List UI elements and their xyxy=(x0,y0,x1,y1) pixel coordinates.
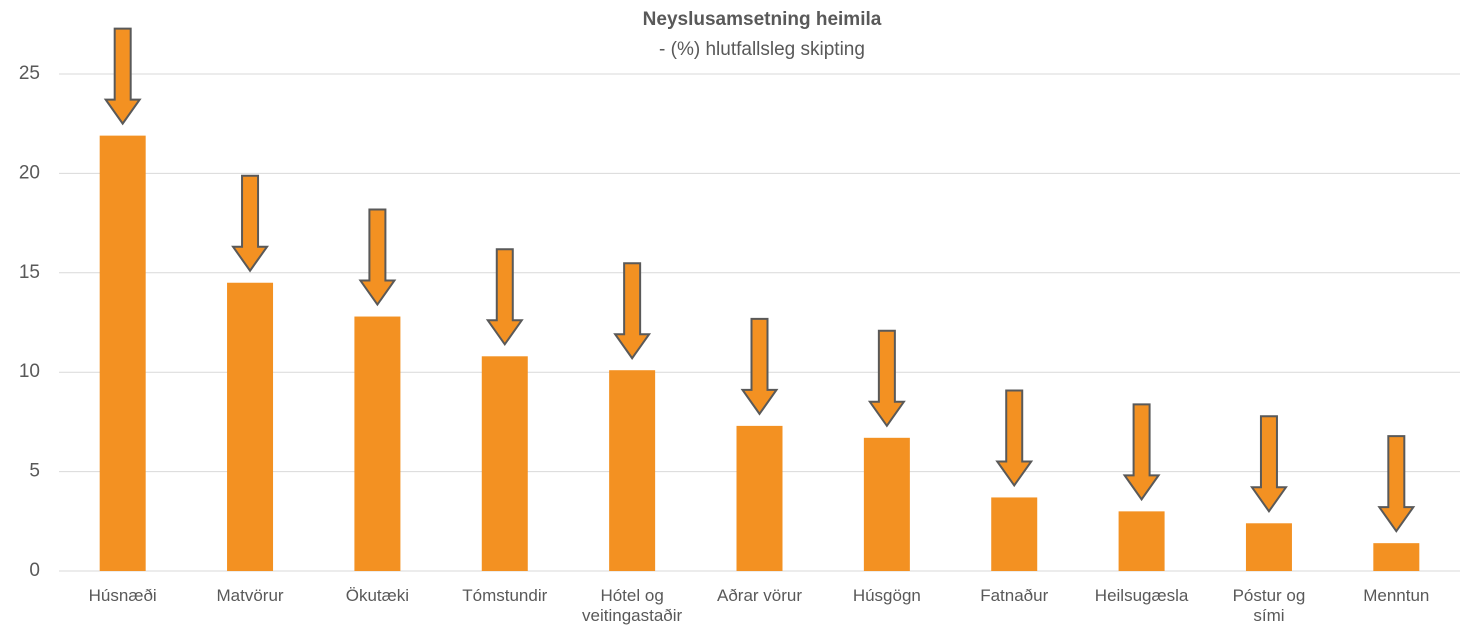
bar xyxy=(863,437,910,571)
x-tick-label: Aðrar vörur xyxy=(716,586,803,605)
arrow xyxy=(1250,415,1288,514)
arrow xyxy=(485,248,524,347)
y-tick-label: 10 xyxy=(19,361,40,382)
bar xyxy=(99,135,146,572)
x-tick-label: Heilsugæsla xyxy=(1094,586,1189,605)
x-tick-label: Fatnaður xyxy=(980,586,1049,605)
bar xyxy=(481,356,528,571)
x-tick-label: Ökutæki xyxy=(345,586,410,605)
x-tick-label: Hótel og veitingastaðir xyxy=(582,586,683,625)
bar xyxy=(227,282,274,571)
x-tick-label: Menntun xyxy=(1363,586,1430,605)
y-tick-label: 25 xyxy=(19,63,40,84)
arrow xyxy=(867,329,906,428)
arrow xyxy=(613,262,652,360)
y-tick-label: 20 xyxy=(19,162,40,183)
x-tick-label: Húsgögn xyxy=(852,586,921,605)
y-tick-label: 5 xyxy=(29,461,40,482)
x-tick-label: Póstur og sími xyxy=(1232,586,1306,625)
chart-subtitle: - (%) hlutfallsleg skipting xyxy=(659,39,865,60)
bar xyxy=(1245,523,1292,571)
arrow xyxy=(1122,403,1161,502)
arrow xyxy=(103,27,142,126)
bar xyxy=(1118,511,1165,571)
arrow xyxy=(1377,435,1416,533)
chart-title: Neyslusamsetning heimila xyxy=(643,9,882,30)
arrow xyxy=(231,174,269,273)
y-tick-label: 0 xyxy=(29,560,40,581)
arrow xyxy=(995,389,1034,488)
bar xyxy=(736,425,783,571)
x-tick-label: Húsnæði xyxy=(88,586,157,605)
x-tick-label: Matvörur xyxy=(216,586,284,605)
bar xyxy=(354,316,401,571)
arrow xyxy=(358,208,397,307)
bar xyxy=(1373,543,1420,571)
bar xyxy=(991,497,1038,571)
x-tick-label: Tómstundir xyxy=(462,586,548,605)
bar xyxy=(609,370,656,571)
arrow xyxy=(740,317,779,416)
y-tick-label: 15 xyxy=(19,262,40,283)
